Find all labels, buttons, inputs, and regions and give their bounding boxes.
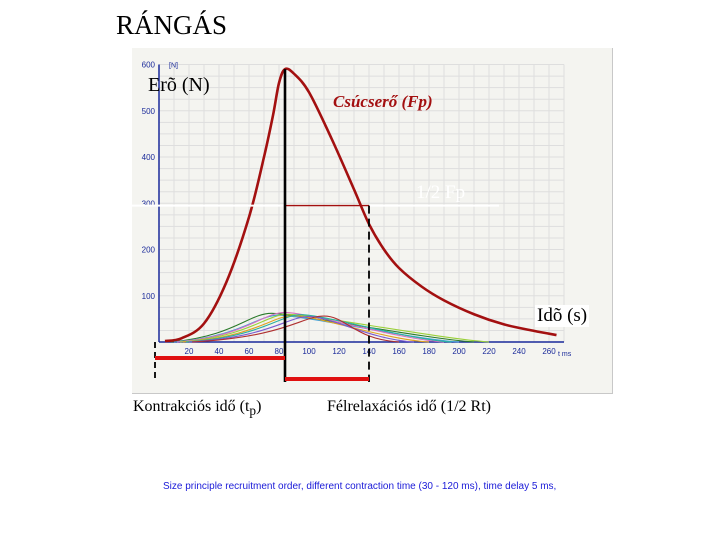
y-unit-tag: [N] bbox=[169, 63, 178, 70]
x-tick-label: 60 bbox=[245, 347, 254, 356]
y-tick-label: 100 bbox=[142, 292, 156, 301]
x-tick-label: 180 bbox=[422, 347, 436, 356]
y-tick-label: 300 bbox=[142, 199, 156, 208]
footnote: Size principle recruitment order, differ… bbox=[163, 481, 557, 492]
half-peak-label: 1/2 Fp bbox=[416, 182, 466, 203]
x-tick-label: 160 bbox=[392, 347, 406, 356]
slide-title: RÁNGÁS bbox=[116, 10, 228, 40]
contraction-time-label: Kontrakciós idő (tp) bbox=[133, 398, 261, 419]
x-axis-label: Idõ (s) bbox=[535, 305, 590, 327]
x-tick-label: 40 bbox=[215, 347, 224, 356]
y-tick-label: 600 bbox=[142, 61, 156, 70]
motor-unit-curve bbox=[185, 314, 452, 343]
contraction-time-text: Kontrakciós idő (t bbox=[133, 398, 250, 415]
x-unit-tag: t ms bbox=[558, 351, 572, 358]
force-curve bbox=[164, 67, 557, 343]
motor-unit-curve bbox=[179, 313, 490, 343]
x-tick-label: 220 bbox=[482, 347, 496, 356]
x-tick-label: 240 bbox=[512, 347, 526, 356]
y-tick-label: 500 bbox=[142, 107, 156, 116]
x-tick-label: 120 bbox=[332, 347, 346, 356]
peak-force-label: Csúcserő (Fp) bbox=[333, 92, 433, 111]
half-relaxation-time-label: Félrelaxációs idő (1/2 Rt) bbox=[327, 398, 491, 415]
contraction-close-paren: ) bbox=[256, 398, 262, 415]
motor-unit-curve bbox=[188, 316, 415, 343]
x-tick-label: 260 bbox=[542, 347, 556, 356]
contraction-subscript: p bbox=[249, 403, 257, 419]
x-tick-label: 200 bbox=[452, 347, 466, 356]
x-tick-label: 80 bbox=[275, 347, 284, 356]
y-tick-label: 400 bbox=[142, 153, 156, 162]
motor-unit-curve bbox=[191, 315, 400, 343]
y-axis-label: Erõ (N) bbox=[148, 74, 210, 96]
x-tick-label: 20 bbox=[185, 347, 194, 356]
y-tick-label: 200 bbox=[142, 246, 156, 255]
x-tick-label: 100 bbox=[302, 347, 316, 356]
